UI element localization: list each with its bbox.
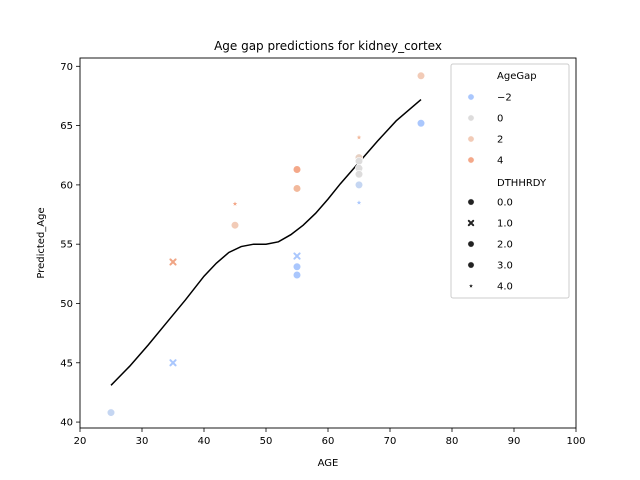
legend-hue-swatch: [467, 114, 475, 122]
legend-size-label: 4.0: [497, 282, 513, 293]
y-tick-label: 45: [60, 358, 73, 369]
data-point: [232, 201, 238, 206]
data-point: [356, 135, 362, 140]
legend-hue-label: 0: [497, 114, 503, 125]
legend-size-label: 1.0: [497, 219, 513, 230]
legend-size-marker: [467, 198, 475, 206]
x-tick-label: 30: [136, 436, 149, 447]
x-axis: 20 30 40 50 60 70 80 90 100: [74, 428, 586, 447]
data-point: [354, 157, 364, 166]
y-tick-label: 40: [60, 418, 73, 429]
data-point: [416, 71, 426, 80]
legend-frame: [450, 63, 570, 299]
x-tick-label: 70: [384, 436, 397, 447]
data-point: [292, 184, 302, 193]
y-tick-label: 60: [60, 180, 73, 191]
data-point: [354, 170, 364, 179]
data-point: [293, 252, 301, 260]
legend-size-marker: [467, 261, 475, 269]
fit-line: [110, 98, 422, 386]
data-point: [416, 119, 426, 128]
legend-hue-entries: −2 0 2 4: [467, 93, 512, 167]
y-tick-label: 50: [60, 299, 73, 310]
legend-hue-swatch: [467, 135, 475, 143]
data-point: [230, 221, 240, 230]
data-point: [169, 359, 177, 367]
x-tick-label: 100: [566, 436, 585, 447]
x-tick-label: 80: [446, 436, 459, 447]
data-point: [354, 180, 364, 189]
legend-size-marker: [467, 219, 475, 227]
legend-size-marker: [467, 240, 475, 248]
chart-title: Age gap predictions for kidney_cortex: [214, 39, 442, 53]
data-point: [169, 258, 177, 266]
data-points: [106, 71, 426, 417]
x-tick-label: 60: [322, 436, 335, 447]
legend-hue-label: 2: [497, 135, 503, 146]
y-tick-label: 55: [60, 240, 73, 251]
x-tick-label: 40: [198, 436, 211, 447]
x-axis-label: AGE: [318, 458, 339, 469]
data-point: [292, 262, 302, 271]
fit-line-group: [110, 98, 422, 386]
y-axis: 40 45 50 55 60 65 70: [60, 62, 80, 429]
legend-size-label: 2.0: [497, 240, 513, 251]
legend-hue-swatch: [467, 156, 475, 164]
legend: AgeGap DTHHRDY −2 0 2 4 0.0 1.0 2.0 3.0 4.0: [450, 63, 570, 299]
x-tick-label: 20: [74, 436, 87, 447]
y-tick-label: 70: [60, 62, 73, 73]
legend-size-title: DTHHRDY: [497, 178, 547, 189]
legend-size-entries: 0.0 1.0 2.0 3.0 4.0: [467, 198, 513, 293]
legend-size-marker: [469, 283, 473, 288]
y-axis-label: Predicted_Age: [36, 207, 47, 278]
data-point: [106, 408, 116, 417]
y-tick-label: 65: [60, 121, 73, 132]
data-point: [356, 200, 362, 205]
legend-hue-swatch: [467, 93, 475, 101]
data-point: [292, 270, 302, 280]
legend-hue-label: 4: [497, 156, 503, 167]
data-point: [292, 165, 302, 174]
legend-hue-title: AgeGap: [497, 71, 537, 82]
legend-size-label: 3.0: [497, 261, 513, 272]
legend-hue-label: −2: [497, 93, 512, 104]
x-tick-label: 50: [260, 436, 273, 447]
legend-size-label: 0.0: [497, 198, 513, 209]
x-tick-label: 90: [508, 436, 521, 447]
